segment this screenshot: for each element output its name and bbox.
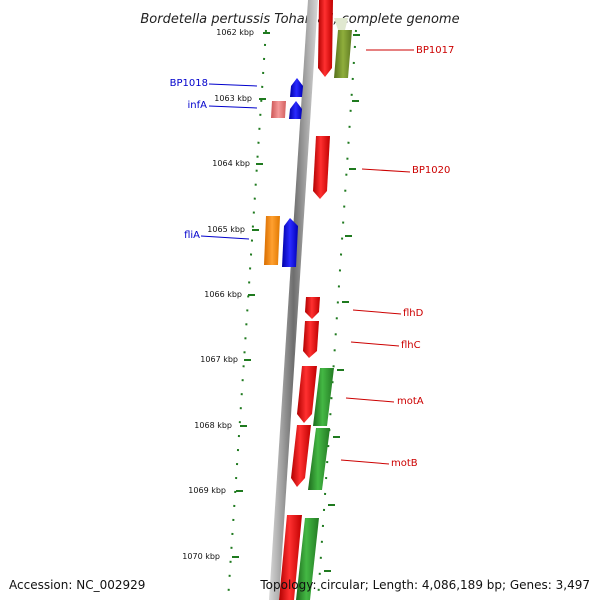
gene-label-mota[interactable]: motA	[397, 396, 424, 407]
gene-feature[interactable]	[296, 518, 319, 600]
gene-feature[interactable]	[290, 78, 303, 97]
kbp-tick-label: 1070 kbp	[182, 552, 220, 561]
gene-leader	[340, 459, 390, 465]
gene-feature[interactable]	[318, 0, 333, 77]
gene-feature[interactable]	[313, 368, 334, 426]
gene-label-bp1017[interactable]: BP1017	[416, 45, 454, 56]
gene-label-bp1020[interactable]: BP1020	[412, 165, 450, 176]
gene-leader	[200, 235, 250, 240]
gene-feature[interactable]	[313, 136, 330, 199]
gene-feature[interactable]	[282, 218, 298, 267]
gene-leader	[361, 168, 411, 173]
kbp-tick-label: 1066 kbp	[204, 290, 242, 299]
gene-leader	[208, 83, 258, 87]
gene-leader	[208, 105, 258, 109]
gene-label-flhc[interactable]: flhC	[401, 340, 421, 351]
gene-label-motb[interactable]: motB	[391, 458, 418, 469]
gene-feature[interactable]	[291, 425, 311, 487]
gene-feature[interactable]	[279, 515, 302, 600]
gene-label-flia[interactable]: fliA	[184, 230, 200, 241]
gene-leader	[350, 341, 400, 347]
gene-feature[interactable]	[334, 18, 348, 30]
gene-feature[interactable]	[305, 297, 320, 319]
kbp-tick-label: 1065 kbp	[207, 225, 245, 234]
kbp-tick-label: 1062 kbp	[216, 28, 254, 37]
gene-feature[interactable]	[297, 366, 317, 423]
kbp-scale: 1062 kbp 1063 kbp 1064 kbp 1065 kbp 1066…	[182, 28, 270, 561]
genome-backbone	[269, 0, 318, 600]
gene-leader	[352, 309, 402, 315]
kbp-tick-label: 1067 kbp	[200, 355, 238, 364]
gene-feature[interactable]	[308, 428, 330, 490]
topology-text: Topology: circular; Length: 4,086,189 bp…	[260, 578, 590, 592]
gene-leader	[345, 397, 395, 403]
gene-feature[interactable]	[303, 321, 319, 358]
right-scale-line	[317, 29, 357, 600]
kbp-tick-label: 1063 kbp	[214, 94, 252, 103]
gene-feature[interactable]	[334, 30, 352, 78]
kbp-tick-label: 1068 kbp	[194, 421, 232, 430]
gene-feature[interactable]	[271, 101, 286, 118]
gene-label-infa[interactable]: infA	[188, 100, 208, 111]
gene-feature[interactable]	[264, 216, 280, 265]
kbp-tick-label: 1064 kbp	[212, 159, 250, 168]
accession-text: Accession: NC_002929	[9, 578, 146, 592]
kbp-tick-label: 1069 kbp	[188, 486, 226, 495]
gene-label-bp1018[interactable]: BP1018	[170, 78, 208, 89]
left-scale-line	[227, 29, 267, 600]
gene-label-flhd[interactable]: flhD	[403, 308, 424, 319]
gene-feature[interactable]	[289, 101, 302, 119]
right-scale-ticks	[324, 34, 360, 572]
map-title: Bordetella pertussis Tohama I, complete …	[140, 12, 459, 27]
